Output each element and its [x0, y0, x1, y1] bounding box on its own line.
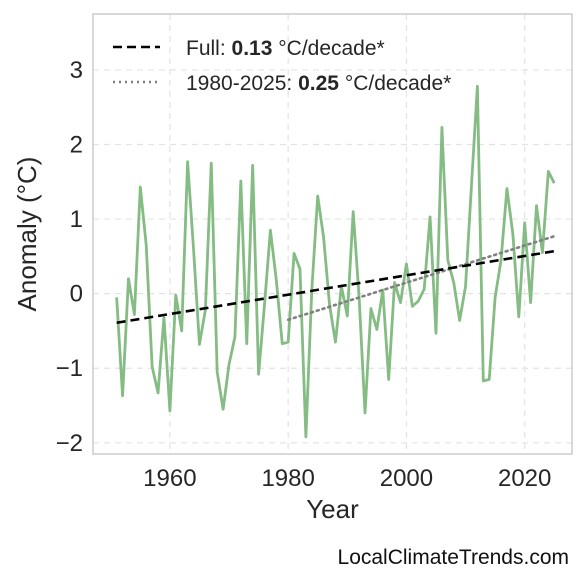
y-tick-label: 2: [70, 132, 83, 159]
axis-ticks: 1960 1980 2000 2020 −2 −1 0 1 2 3: [56, 57, 552, 492]
y-tick-label: 0: [70, 281, 83, 308]
y-tick-label: 1: [70, 206, 83, 233]
legend: Full: 0.13 °C/decade* 1980-2025: 0.25 °C…: [113, 37, 451, 95]
y-tick-label: −2: [56, 430, 83, 457]
y-tick-label: 3: [70, 57, 83, 84]
x-tick-label: 2020: [498, 465, 551, 492]
legend-entry-1980-2025: 1980-2025: 0.25 °C/decade*: [186, 72, 451, 95]
legend-unit-full: °C/decade*: [278, 37, 384, 60]
legend-entry-full: Full: 0.13 °C/decade*: [186, 37, 385, 60]
anomaly-series-line: [115, 84, 556, 439]
source-label: LocalClimateTrends.com: [337, 546, 569, 569]
legend-value-full: 0.13: [232, 37, 273, 60]
legend-label-full: Full:: [186, 37, 226, 60]
plot-frame: [92, 13, 573, 455]
legend-unit-1980-2025: °C/decade*: [345, 72, 451, 95]
x-axis-label: Year: [306, 494, 359, 524]
y-tick-label: −1: [56, 355, 83, 382]
x-tick-label: 1960: [143, 465, 196, 492]
legend-label-1980-2025: 1980-2025:: [186, 72, 292, 95]
legend-value-1980-2025: 0.25: [298, 72, 339, 95]
y-axis-label: Anomaly (°C): [12, 157, 42, 312]
trend-line-1980-2025: [286, 234, 556, 322]
x-tick-label: 2000: [380, 465, 433, 492]
x-tick-label: 1980: [261, 465, 314, 492]
plot-data: [115, 84, 556, 439]
trend-line-full: [116, 249, 555, 325]
